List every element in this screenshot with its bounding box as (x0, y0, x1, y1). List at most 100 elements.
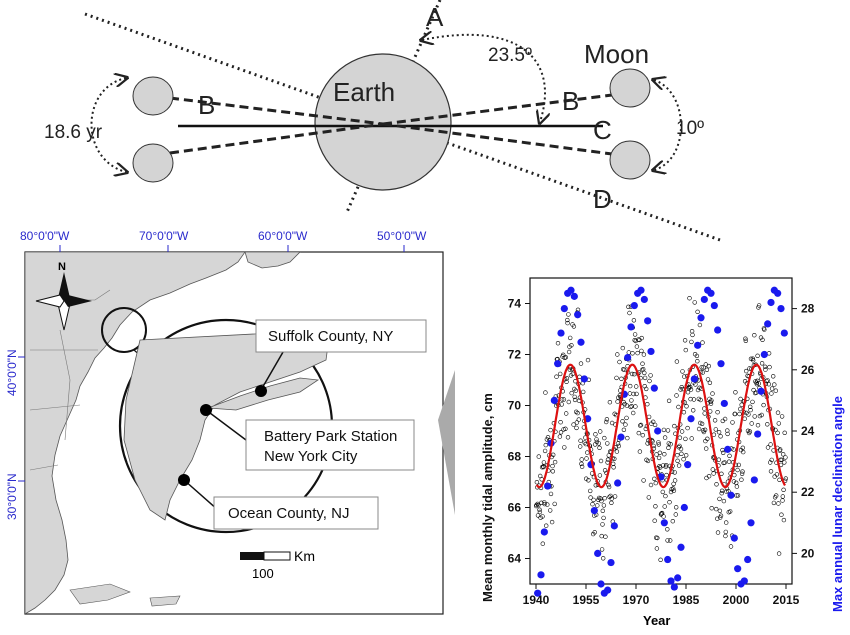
monthly-point (675, 458, 680, 463)
monthly-point (645, 458, 651, 464)
monthly-point (627, 391, 633, 396)
monthly-point (704, 367, 710, 372)
monthly-point (540, 541, 545, 546)
monthly-point (599, 498, 604, 504)
monthly-point (770, 374, 776, 379)
monthly-point (768, 469, 774, 474)
monthly-point (602, 468, 608, 473)
monthly-point (561, 427, 566, 432)
monthly-point (660, 489, 665, 495)
y-right-tick-label: 20 (801, 546, 815, 560)
monthly-point (727, 509, 733, 514)
monthly-point (602, 496, 607, 501)
lon-label-4: 50°0'0"W (377, 229, 427, 243)
monthly-point (642, 375, 648, 381)
monthly-point (616, 395, 621, 400)
monthly-point (548, 427, 553, 433)
declination-point (674, 574, 682, 582)
monthly-point (643, 386, 649, 392)
y-left-tick-label: 64 (508, 552, 522, 566)
label-c: C (593, 115, 612, 145)
monthly-point (606, 484, 612, 490)
declination-point (680, 503, 688, 512)
declination-point (637, 286, 645, 294)
y-left-tick-label: 74 (508, 297, 522, 311)
monthly-point (548, 491, 554, 497)
monthly-point (700, 370, 705, 375)
monthly-point (575, 410, 580, 416)
monthly-point (606, 482, 611, 488)
monthly-point (648, 482, 654, 488)
monthly-point (580, 389, 586, 395)
monthly-point (762, 364, 768, 369)
declination-point (544, 482, 552, 490)
moon-label: Moon (584, 39, 649, 69)
monthly-point (722, 460, 727, 465)
monthly-point (571, 324, 577, 329)
monthly-point (612, 494, 618, 499)
y-right-axis-label: Max annual lunar declination angle (830, 396, 845, 612)
north-label: N (58, 261, 66, 273)
monthly-point (705, 436, 710, 441)
declination-point (607, 558, 615, 567)
monthly-point (640, 361, 645, 366)
monthly-point (739, 471, 745, 476)
monthly-point (547, 508, 553, 513)
declination-point (740, 577, 748, 585)
monthly-point (693, 382, 698, 387)
declination-point (687, 415, 695, 423)
monthly-point (610, 461, 616, 466)
monthly-point (587, 488, 593, 494)
monthly-point (760, 337, 765, 342)
orbit-diagram: Earth A B B C D Moon 23.5º 10º 18.6 yr (44, 0, 721, 242)
monthly-point (601, 503, 607, 508)
declination-point (707, 289, 715, 297)
monthly-point (782, 430, 787, 435)
monthly-point (779, 512, 784, 517)
monthly-point (627, 310, 632, 316)
monthly-point (549, 519, 555, 525)
north-arrow-icon (35, 272, 92, 331)
monthly-point (723, 533, 728, 539)
monthly-point (631, 391, 636, 397)
monthly-point (592, 530, 597, 535)
monthly-point (652, 476, 657, 481)
monthly-point (720, 447, 725, 453)
monthly-point (710, 391, 715, 396)
declination-point (757, 387, 765, 395)
monthly-point (722, 416, 728, 422)
monthly-point (665, 538, 670, 543)
monthly-point (765, 445, 771, 450)
ocean-dot (178, 474, 190, 486)
monthly-point (629, 371, 635, 377)
monthly-point (699, 365, 704, 370)
monthly-point (672, 470, 677, 475)
monthly-point (697, 322, 703, 328)
monthly-point (718, 513, 724, 518)
monthly-point (565, 435, 571, 440)
map-panel: Suffolk County, NY Battery Park Station … (5, 229, 455, 615)
monthly-point (595, 503, 600, 508)
monthly-point (609, 500, 614, 505)
monthly-point (742, 416, 747, 421)
declination-point (624, 353, 632, 362)
monthly-point (620, 345, 625, 351)
monthly-point (689, 339, 694, 345)
monthly-point (662, 504, 667, 509)
monthly-point (662, 435, 668, 440)
declination-point (590, 506, 598, 515)
monthly-point (574, 425, 579, 431)
declination-point (540, 528, 548, 536)
monthly-point (762, 327, 767, 332)
monthly-point (689, 329, 695, 334)
declination-point (734, 565, 742, 573)
monthly-point (765, 378, 770, 383)
cycle-arrow (90, 78, 127, 172)
monthly-point (616, 443, 621, 449)
monthly-point (684, 404, 689, 409)
declination-point (747, 519, 755, 527)
monthly-point (706, 363, 711, 369)
monthly-point (572, 394, 577, 400)
monthly-point (708, 401, 714, 406)
y-right-tick-label: 26 (801, 363, 815, 377)
